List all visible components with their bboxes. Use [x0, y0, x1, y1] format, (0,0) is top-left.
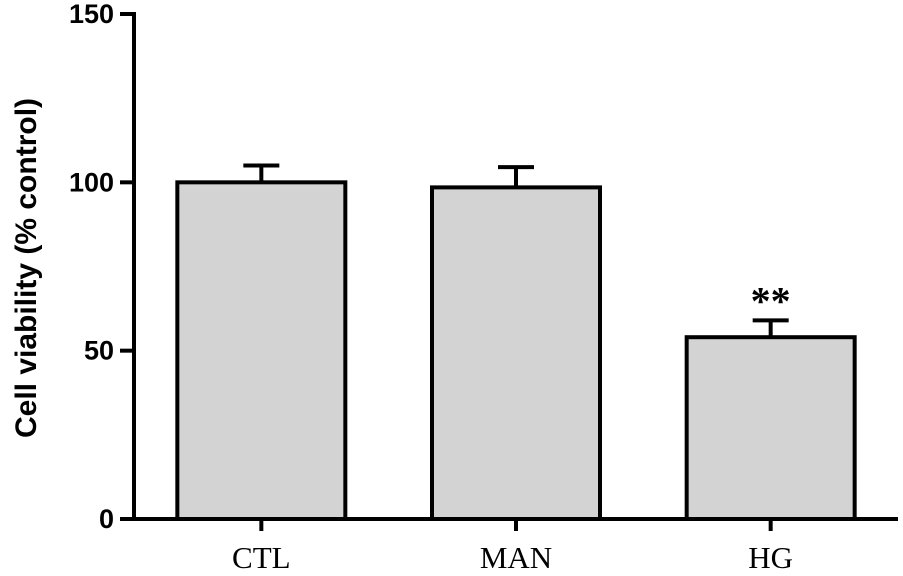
y-tick-label: 50 [84, 336, 114, 366]
y-tick-label: 0 [99, 504, 114, 534]
x-tick-label: CTL [232, 540, 291, 575]
bar-hg [684, 335, 857, 522]
bar-man [430, 185, 602, 521]
y-tick-label: 100 [69, 167, 114, 197]
significance-annotation: ** [751, 278, 791, 323]
y-axis-label: Cell viability (% control) [10, 98, 43, 438]
x-tick-label: HG [748, 540, 793, 575]
bar-ctl [175, 180, 348, 521]
y-tick-label: 150 [69, 0, 114, 29]
x-tick-label: MAN [480, 540, 552, 575]
